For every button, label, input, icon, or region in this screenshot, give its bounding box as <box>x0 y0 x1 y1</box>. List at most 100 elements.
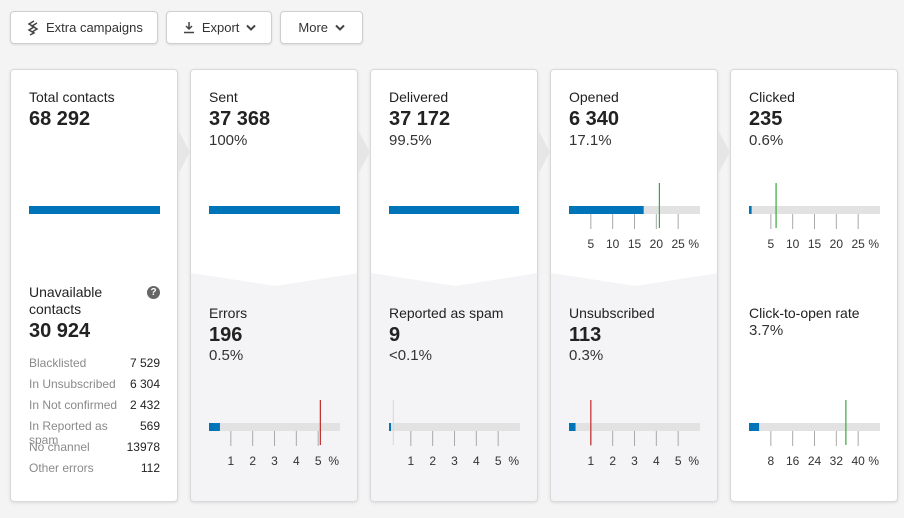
gauge-tick-label: 15 <box>628 237 642 251</box>
unavailable-breakdown-list: Blacklisted 7 529 In Unsubscribed 6 304 In… <box>29 356 160 482</box>
delivered-bar <box>389 206 519 214</box>
flow-arrow <box>718 130 730 174</box>
gauge-track <box>749 423 880 431</box>
total-contacts-card: Total contacts 68 292 Unavailable contac… <box>10 69 178 502</box>
unavailable-contacts-label: Unavailable contacts <box>29 284 103 317</box>
delivered-label: Delivered <box>389 89 449 105</box>
export-button[interactable]: Export <box>165 11 273 44</box>
delivered-card: Delivered 37 172 99.5% Reported as spam … <box>370 69 538 502</box>
gauge-unit-label: % <box>688 237 699 251</box>
gauge-unit-label: % <box>688 454 699 468</box>
list-item: No channel 13978 <box>29 440 160 454</box>
gauge-fill <box>749 423 760 431</box>
gauge-tick-label: 10 <box>786 237 800 251</box>
gauge-tick-label: 2 <box>249 454 256 468</box>
click-to-open-percent: 3.7% <box>749 322 784 339</box>
gauge-tick-label: 5 <box>315 454 322 468</box>
more-label: More <box>298 20 329 35</box>
errors-section <box>191 273 357 501</box>
flow-arrow <box>358 130 370 174</box>
gauge-tick-label: 32 <box>830 454 844 468</box>
gauge-track <box>569 423 700 431</box>
gauge-track <box>749 206 880 214</box>
extra-campaigns-label: Extra campaigns <box>46 20 143 35</box>
gauge-tick-label: 2 <box>609 454 616 468</box>
gauge-tick-label: 4 <box>653 454 660 468</box>
spam-label: Reported as spam <box>389 305 504 321</box>
list-item: In Reported as spam 569 <box>29 419 160 447</box>
click-to-open-label: Click-to-open rate <box>749 305 860 321</box>
spam-value: 9 <box>389 324 401 346</box>
gauge-tick-label: 5 <box>587 237 594 251</box>
clicked-gauge: 5 10 15 20 25% <box>749 183 880 251</box>
gauge-tick-label: 20 <box>650 237 664 251</box>
delivered-value: 37 172 <box>389 108 451 130</box>
sent-percent: 100% <box>209 132 248 149</box>
gauge-tick-label: 5 <box>675 454 682 468</box>
unsubscribed-gauge: 1 2 3 4 5% <box>569 400 700 468</box>
opened-value: 6 340 <box>569 108 620 130</box>
gauge-tick-label: 4 <box>473 454 480 468</box>
spam-gauge: 1 2 3 4 5% <box>389 400 520 468</box>
opened-card: Opened 6 340 17.1% 5 10 15 20 25% Unsubscrib… <box>550 69 718 502</box>
clicked-value: 235 <box>749 108 783 130</box>
gauge-tick-label: 40 <box>851 454 865 468</box>
unsubscribed-section <box>551 273 717 501</box>
list-item: In Unsubscribed 6 304 <box>29 377 160 391</box>
clicked-card: Clicked 235 0.6% 5 10 15 20 25% Click-to-ope… <box>730 69 898 502</box>
delivered-percent: 99.5% <box>389 132 432 149</box>
gauge-tick-label: 20 <box>830 237 844 251</box>
gauge-tick-label: 3 <box>451 454 458 468</box>
gauge-tick-label: 5 <box>495 454 502 468</box>
gauge-tick-label: 2 <box>429 454 436 468</box>
sent-value: 37 368 <box>209 108 271 130</box>
gauge-unit-label: % <box>328 454 339 468</box>
toolbar: Extra campaigns Export More <box>10 11 364 45</box>
errors-percent: 0.5% <box>209 347 244 364</box>
opened-percent: 17.1% <box>569 132 612 149</box>
gauge-tick-label: 25 <box>671 237 685 251</box>
chevron-down-icon <box>335 24 345 31</box>
errors-gauge: 1 2 3 4 5% <box>209 400 340 468</box>
clicked-label: Clicked <box>749 89 795 105</box>
flow-arrow <box>538 130 550 174</box>
gauge-tick-label: 1 <box>407 454 414 468</box>
gauge-tick-label: 25 <box>851 237 865 251</box>
total-contacts-label: Total contacts <box>29 89 115 105</box>
gauge-unit-label: % <box>508 454 519 468</box>
list-item: In Not confirmed 2 432 <box>29 398 160 412</box>
unsubscribed-value: 113 <box>569 324 602 346</box>
clicked-percent: 0.6% <box>749 132 784 149</box>
gauge-fill <box>569 206 644 214</box>
gauge-tick-label: 8 <box>767 454 774 468</box>
gauge-track <box>389 423 520 431</box>
sent-bar <box>209 206 340 214</box>
gauge-tick-label: 15 <box>808 237 822 251</box>
gauge-unit-label: % <box>868 237 879 251</box>
extra-campaigns-button[interactable]: Extra campaigns <box>10 11 158 44</box>
gauge-tick-label: 24 <box>808 454 822 468</box>
extra-campaigns-icon <box>27 19 39 36</box>
gauge-tick-label: 3 <box>631 454 638 468</box>
list-item: Other errors 112 <box>29 461 160 475</box>
opened-gauge: 5 10 15 20 25% <box>569 183 700 251</box>
gauge-tick-label: 10 <box>606 237 620 251</box>
spam-section <box>371 273 537 501</box>
errors-value: 196 <box>209 324 243 346</box>
unavailable-contacts-value: 30 924 <box>29 320 91 342</box>
gauge-unit-label: % <box>868 454 879 468</box>
more-button[interactable]: More <box>280 11 364 44</box>
help-icon[interactable]: ? <box>147 286 160 299</box>
flow-arrow <box>178 130 190 174</box>
total-contacts-value: 68 292 <box>29 108 91 130</box>
gauge-fill <box>209 423 220 431</box>
gauge-track <box>209 423 340 431</box>
gauge-tick-label: 16 <box>786 454 800 468</box>
unsubscribed-percent: 0.3% <box>569 347 604 364</box>
gauge-tick-label: 1 <box>587 454 594 468</box>
spam-percent: <0.1% <box>389 347 432 364</box>
export-label: Export <box>201 20 240 35</box>
click-to-open-gauge: 8 16 24 32 40% <box>749 400 880 468</box>
gauge-tick-label: 1 <box>227 454 234 468</box>
gauge-fill <box>389 423 391 431</box>
